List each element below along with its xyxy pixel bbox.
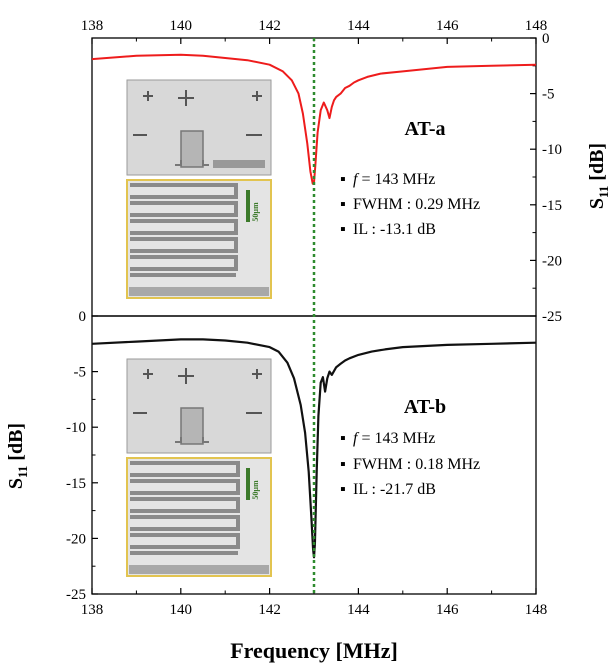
top-x-axis-ticks: 138 140 142 144 146 148: [81, 18, 548, 44]
top-x-tick-label: 138: [81, 18, 104, 34]
panel-at-a: 138 140 142 144 146 148 0-5-10-15-20-25 50μm …: [81, 18, 611, 325]
inset-idt-fingers-bottom: [130, 461, 240, 555]
top-annotation-block: ▪ f = 143 MHz ▪ FWHM : 0.29 MHz ▪ IL : -…: [340, 171, 480, 238]
top-annotation-il: IL : -13.1 dB: [353, 221, 436, 238]
bot-y-tick-label: -20: [66, 531, 86, 547]
top-x-tick-label: 148: [525, 18, 548, 34]
bottom-annotation-frequency-symbol: f: [353, 430, 360, 447]
panel-at-b: 138 140 142 144 146 148 0-5-10-15-20-25 50μm …: [5, 309, 547, 618]
bot-y-tick-label: -5: [74, 365, 87, 381]
top-y-tick-label: -25: [542, 309, 562, 325]
bottom-annotation-bullet-2: ▪: [340, 456, 346, 473]
top-x-tick-label: 146: [436, 18, 459, 34]
bottom-y-axis-label-main: S: [5, 478, 27, 489]
bottom-x-axis-ticks: 138 140 142 144 146 148: [81, 588, 548, 618]
inset-scale-label-top: 50μm: [251, 202, 260, 222]
inset-idt-busbar-bottom: [129, 565, 269, 574]
bot-x-tick-label: 140: [170, 602, 193, 618]
top-y-tick-label: -5: [542, 87, 555, 103]
bot-y-tick-label: -10: [66, 420, 86, 436]
bottom-series-line: [91, 338, 537, 559]
bot-x-tick-label: 148: [525, 602, 548, 618]
bottom-panel-title: AT-b: [404, 396, 446, 418]
bottom-annotation-frequency-value: = 143 MHz: [357, 430, 435, 447]
bot-y-tick-label: -15: [66, 476, 86, 492]
bottom-annotation-fwhm: FWHM : 0.18 MHz: [353, 456, 480, 473]
bottom-annotation-block: ▪ f = 143 MHz ▪ FWHM : 0.18 MHz ▪ IL : -…: [340, 430, 480, 498]
bot-x-tick-label: 144: [347, 602, 370, 618]
inset-alignment-marks-bottom: [133, 368, 262, 414]
top-x-tick-label: 140: [170, 18, 193, 34]
top-annotation-bullet-1: ▪: [340, 171, 346, 188]
inset-feedline-top: [213, 160, 265, 168]
bot-x-tick-label: 138: [81, 602, 104, 618]
bottom-y-axis-ticks: 0 -5 -10 -15 -20 -25: [66, 309, 98, 603]
bot-x-tick-label: 142: [258, 602, 281, 618]
bottom-annotation-bullet-1: ▪: [340, 430, 346, 447]
top-y-tick-label: -10: [542, 142, 562, 158]
top-x-tick-label: 142: [258, 18, 281, 34]
inset-scale-label-bottom: 50μm: [251, 480, 260, 500]
inset-alignment-marks-top: [133, 90, 262, 136]
top-panel-title: AT-a: [404, 118, 445, 140]
top-annotation-bullet-3: ▪: [340, 221, 346, 238]
top-y-tick-label: -20: [542, 253, 562, 269]
inset-idt-fingers-top: [130, 183, 238, 277]
top-annotation-frequency: f = 143 MHz: [353, 171, 435, 188]
top-y-axis-ticks: 0 -5 -10 -15 -20 -25: [530, 31, 562, 325]
inset-scale-bar-top: [246, 190, 250, 222]
top-series-line: [91, 53, 537, 185]
top-y-tick-label: -15: [542, 198, 562, 214]
inset-image-top: 50μm: [126, 79, 272, 299]
inset-resonator-pad-bottom: [180, 407, 204, 445]
bottom-y-axis-label-sub: 11: [15, 466, 30, 478]
top-annotation-frequency-value: = 143 MHz: [357, 171, 435, 188]
bot-y-tick-label: -25: [66, 587, 86, 603]
bottom-annotation-frequency: f = 143 MHz: [353, 430, 435, 447]
bottom-annotation-il: IL : -21.7 dB: [353, 481, 436, 498]
inset-idt-busbar-top: [129, 287, 269, 296]
bottom-y-axis-label-unit: [dB]: [5, 423, 27, 466]
top-annotation-frequency-symbol: f: [353, 171, 360, 188]
bottom-y-axis-label: S11 [dB]: [5, 423, 30, 489]
top-y-tick-label: 0: [542, 31, 550, 47]
top-y-axis-label-sub: 11: [596, 186, 611, 198]
bottom-annotation-bullet-3: ▪: [340, 481, 346, 498]
bot-x-tick-label: 146: [436, 602, 459, 618]
inset-resonator-leads-top: [175, 160, 209, 166]
inset-resonator-pad-top: [180, 130, 204, 168]
top-y-axis-label-main: S: [586, 198, 608, 209]
bot-y-tick-label: 0: [79, 309, 87, 325]
inset-resonator-leads-bottom: [175, 437, 209, 443]
top-annotation-fwhm: FWHM : 0.29 MHz: [353, 196, 480, 213]
inset-image-bottom: 50μm: [126, 358, 272, 577]
top-x-tick-label: 144: [347, 18, 370, 34]
top-annotation-bullet-2: ▪: [340, 196, 346, 213]
x-axis-title: Frequency [MHz]: [230, 638, 398, 663]
top-y-axis-label-unit: [dB]: [586, 143, 608, 186]
top-y-axis-label: S11 [dB]: [586, 143, 611, 209]
inset-scale-bar-bottom: [246, 468, 250, 500]
